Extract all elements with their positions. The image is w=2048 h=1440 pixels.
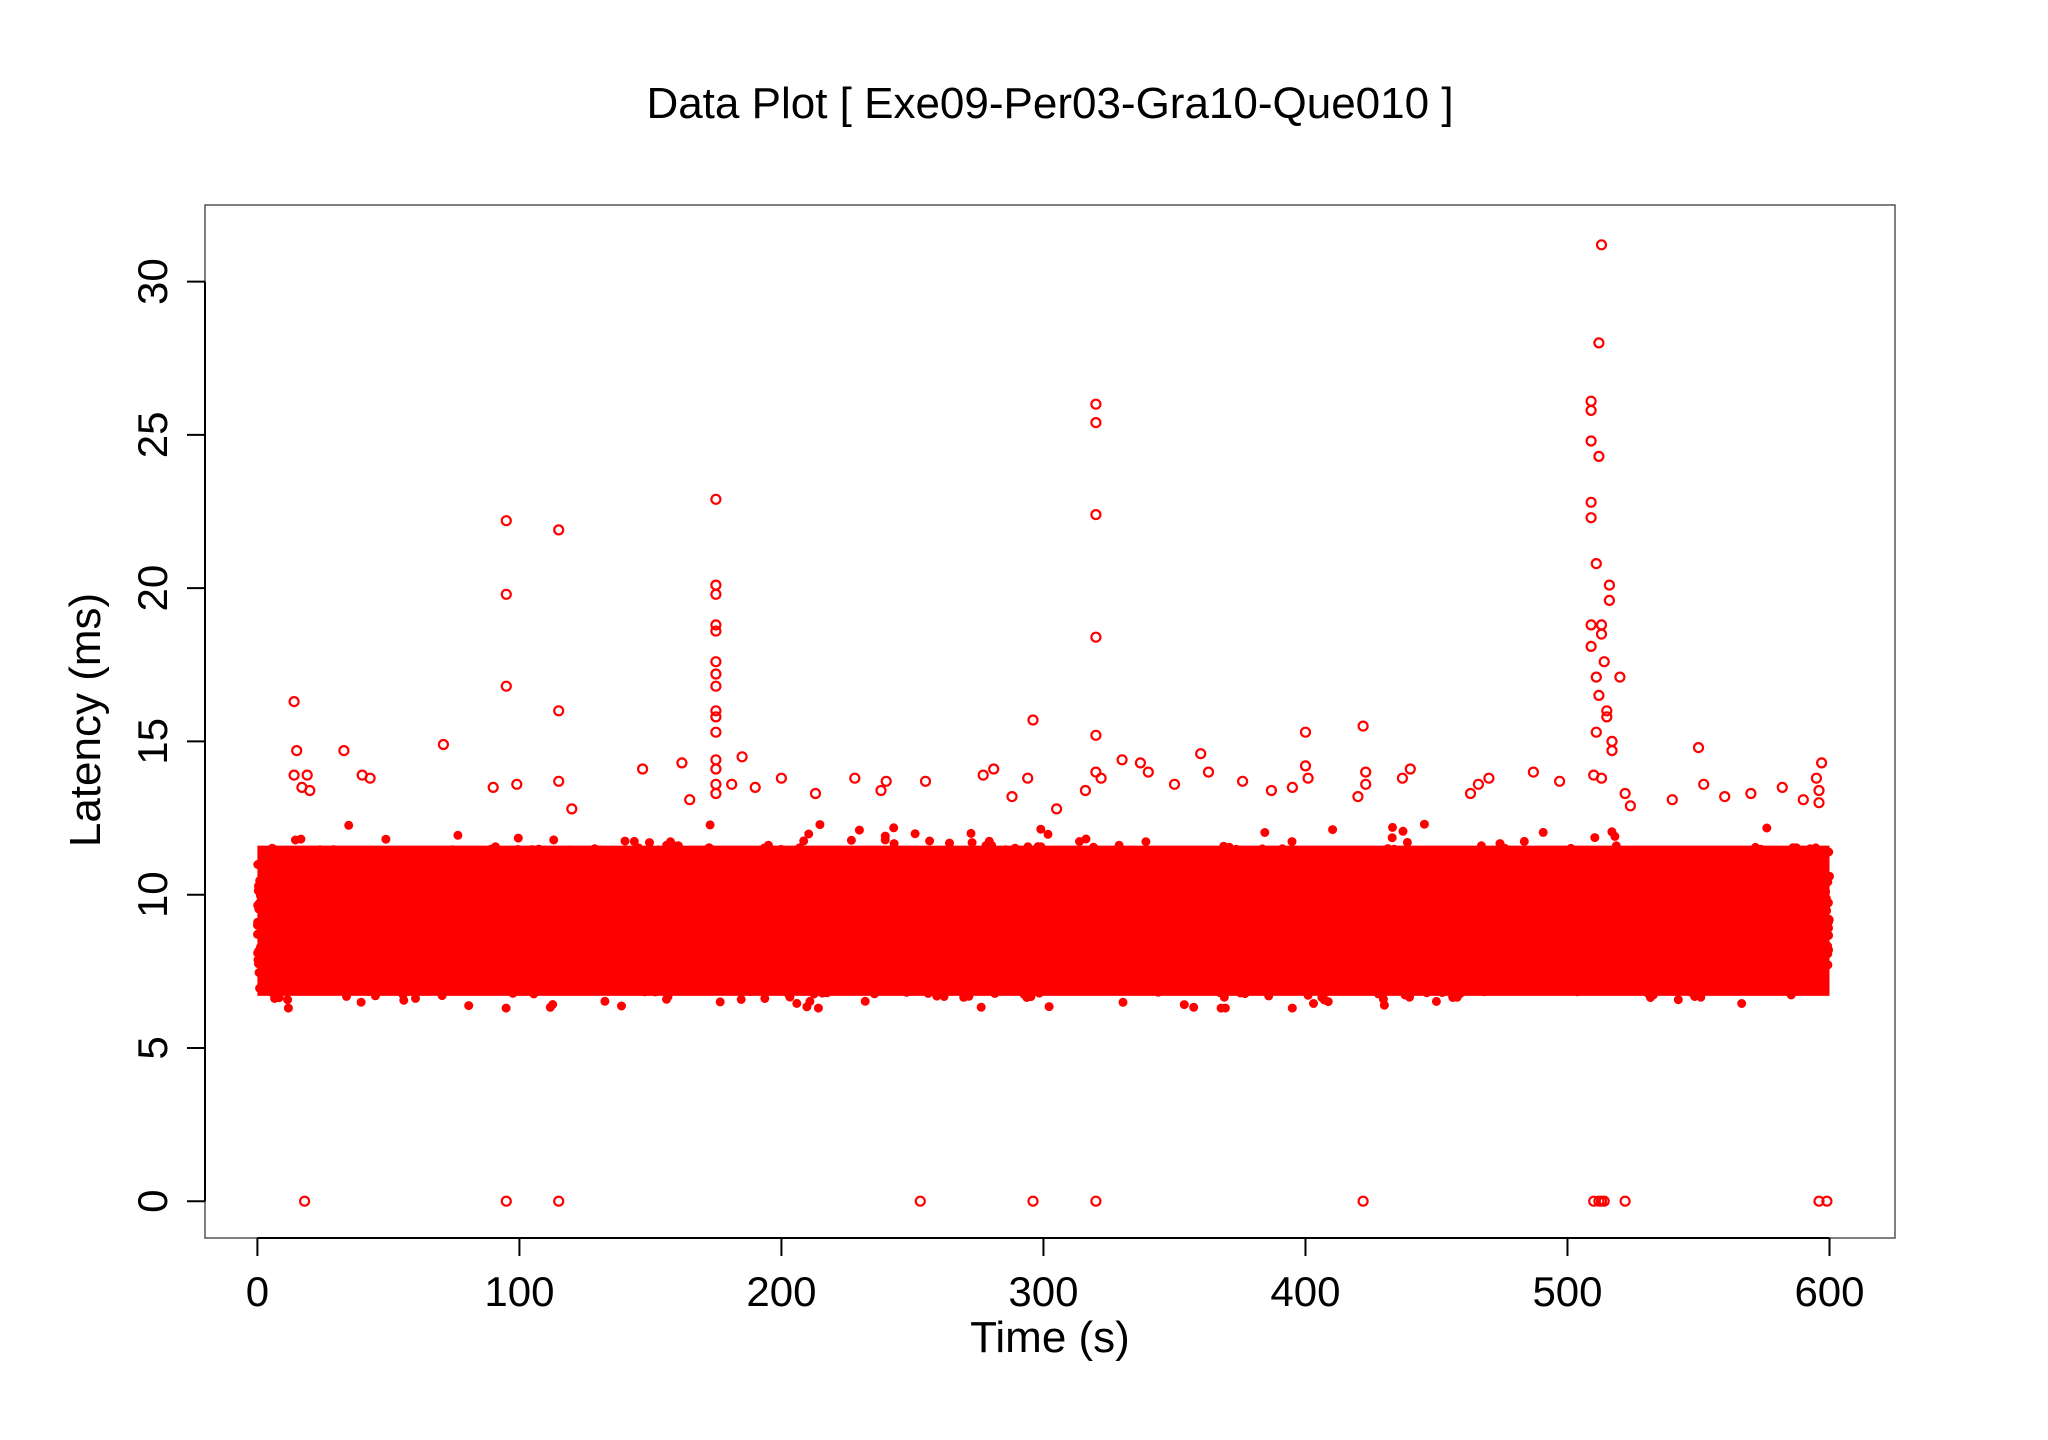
data-point	[1260, 828, 1270, 837]
data-point	[1309, 999, 1318, 1008]
data-point	[1043, 829, 1053, 839]
data-point	[805, 996, 815, 1006]
data-point	[1387, 833, 1397, 843]
data-point	[620, 836, 630, 846]
data-point	[846, 835, 856, 845]
data-point	[1673, 995, 1683, 1005]
data-point	[464, 1001, 474, 1011]
data-point	[804, 829, 814, 839]
data-point	[1398, 826, 1408, 836]
data-point	[1328, 825, 1338, 835]
data-point	[617, 1001, 626, 1011]
data-point	[889, 823, 899, 833]
data-point	[629, 836, 639, 846]
data-point	[984, 836, 994, 846]
chart-title: Data Plot [ Exe09-Per03-Gra10-Que010 ]	[646, 79, 1453, 128]
data-point	[1737, 999, 1747, 1008]
data-point	[1189, 1002, 1199, 1012]
data-point	[1036, 824, 1046, 834]
data-point	[1431, 996, 1441, 1006]
data-point	[662, 994, 671, 1004]
data-point	[290, 835, 300, 845]
plot-frame	[204, 204, 1896, 1239]
data-point	[356, 997, 366, 1007]
data-points	[253, 239, 1834, 1207]
data-point	[1538, 827, 1548, 837]
data-point	[501, 1003, 511, 1013]
data-point	[815, 820, 825, 830]
data-point	[1388, 822, 1397, 832]
data-point	[1287, 837, 1297, 847]
data-point	[925, 836, 935, 846]
dense-point-band	[253, 819, 1834, 1013]
data-point	[513, 833, 523, 843]
data-point	[1419, 819, 1429, 829]
data-point	[344, 820, 354, 830]
data-point	[645, 838, 654, 848]
data-point	[880, 831, 890, 841]
data-point	[1118, 997, 1128, 1007]
data-point	[715, 997, 725, 1007]
data-point	[705, 820, 715, 830]
data-point	[1590, 833, 1600, 843]
data-point	[399, 995, 409, 1005]
data-point	[600, 996, 610, 1006]
data-point	[549, 835, 559, 845]
